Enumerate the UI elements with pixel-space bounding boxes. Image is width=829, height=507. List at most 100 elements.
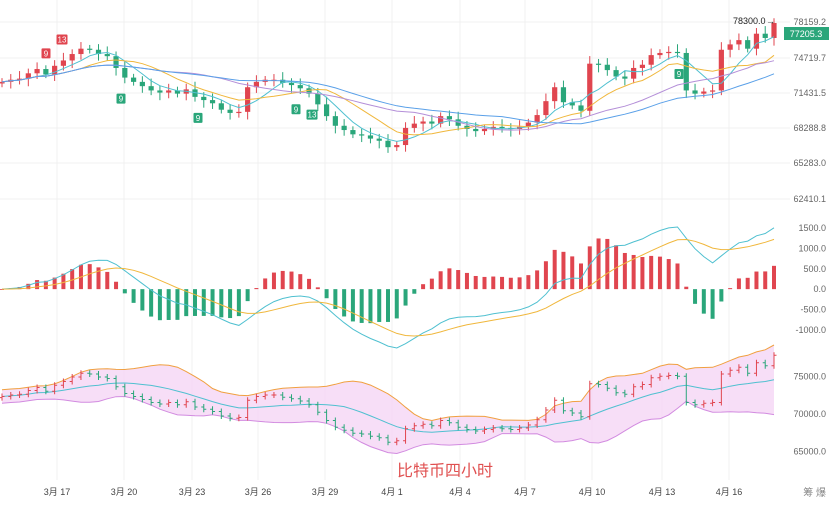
ma-line-medium bbox=[1, 54, 775, 136]
macd-histogram-bar bbox=[473, 275, 478, 290]
candle-body bbox=[560, 87, 567, 103]
candle-body bbox=[762, 33, 768, 38]
td-tag bbox=[291, 104, 301, 115]
macd-histogram-bar bbox=[552, 249, 557, 290]
macd-histogram-bar bbox=[131, 289, 136, 303]
candle-body bbox=[104, 54, 110, 57]
candle-body bbox=[631, 67, 637, 79]
candle-body bbox=[253, 81, 260, 88]
candle-body bbox=[420, 121, 426, 124]
candle-body bbox=[745, 40, 751, 49]
candle-body bbox=[359, 134, 365, 136]
macd-histogram-bar bbox=[491, 276, 496, 290]
macd-histogram-bar bbox=[693, 289, 698, 304]
y-tick-label: 0.0 bbox=[813, 284, 826, 294]
candle-body bbox=[595, 63, 602, 65]
macd-histogram-bar bbox=[412, 289, 417, 294]
candle-body bbox=[534, 115, 540, 123]
candle-body bbox=[718, 49, 724, 91]
macd-histogram-bar bbox=[736, 278, 741, 290]
macd-histogram-bar bbox=[52, 277, 57, 290]
macd-histogram-bar bbox=[579, 263, 583, 290]
candle-body bbox=[209, 100, 216, 104]
x-tick-label: 3月 29 bbox=[312, 487, 339, 497]
bollinger-upper-line bbox=[1, 344, 775, 422]
candle-body bbox=[376, 138, 382, 141]
x-tick-label: 4月 7 bbox=[514, 487, 536, 497]
candle-body bbox=[473, 128, 479, 132]
y-tick-label: 78159.2 bbox=[793, 17, 826, 27]
last-price-background bbox=[784, 27, 829, 40]
macd-histogram-bar bbox=[175, 289, 180, 320]
ma-line-longest bbox=[1, 64, 775, 125]
y-tick-label: 74719.7 bbox=[793, 53, 826, 63]
macd-histogram-bar bbox=[35, 280, 40, 290]
candle-body bbox=[402, 127, 409, 146]
macd-histogram-bar bbox=[236, 289, 241, 317]
macd-histogram-bar bbox=[675, 263, 680, 290]
macd-histogram-bar bbox=[140, 289, 145, 311]
macd-histogram-bar bbox=[271, 272, 276, 290]
candle-body bbox=[736, 40, 742, 45]
candle-body bbox=[446, 116, 453, 120]
candle-body bbox=[394, 145, 400, 148]
macd-histogram-bar bbox=[368, 289, 373, 324]
candle-body bbox=[236, 111, 242, 114]
td-tag-label: 13 bbox=[308, 111, 317, 120]
candle-body bbox=[464, 125, 470, 129]
candle-body bbox=[525, 122, 531, 127]
macd-histogram-bar bbox=[254, 288, 259, 290]
macd-histogram-bar bbox=[570, 256, 575, 290]
macd-histogram-bar bbox=[763, 271, 768, 290]
macd-histogram-bar bbox=[728, 288, 733, 290]
y-tick-label: 70000.0 bbox=[793, 409, 826, 419]
candle-body bbox=[95, 49, 102, 55]
macd-histogram-bar bbox=[105, 271, 110, 290]
candle-body bbox=[288, 82, 295, 86]
macd-histogram-bar bbox=[122, 289, 127, 294]
candle-body bbox=[192, 89, 198, 97]
macd-histogram-bar bbox=[210, 289, 215, 316]
candle-body bbox=[139, 81, 145, 87]
candle-body bbox=[218, 103, 224, 110]
x-tick-label: 3月 23 bbox=[179, 487, 206, 497]
candle-body bbox=[709, 90, 716, 92]
macd-histogram-bar bbox=[359, 289, 364, 323]
candle-body bbox=[78, 48, 84, 55]
y-tick-label: -500.0 bbox=[800, 304, 826, 314]
macd-histogram-bar bbox=[421, 284, 426, 290]
macd-histogram-bar bbox=[166, 289, 171, 320]
x-tick-label: 4月 13 bbox=[649, 487, 676, 497]
macd-histogram-bar bbox=[333, 289, 338, 309]
candle-body bbox=[69, 54, 75, 61]
candle-body bbox=[727, 44, 733, 50]
axis-labels: 3月 17 3月 20 3月 23 3月 26 3月 29 4月 1 4月 4 4月 7 4月 … bbox=[44, 17, 826, 497]
macd-histogram-bar bbox=[245, 289, 250, 302]
macd-histogram-bar bbox=[622, 252, 627, 290]
x-tick-label: 4月 4 bbox=[449, 487, 471, 497]
candle-body bbox=[683, 52, 689, 91]
macd-dif-line bbox=[1, 226, 775, 349]
candle-body bbox=[87, 48, 93, 50]
candle-body bbox=[604, 64, 610, 71]
td-tag bbox=[116, 93, 126, 104]
y-tick-label: -1000.0 bbox=[795, 325, 826, 335]
candle-body bbox=[34, 69, 40, 74]
macd-histogram-bar bbox=[157, 289, 162, 321]
candle-body bbox=[0, 81, 5, 84]
macd-histogram-bar bbox=[114, 281, 119, 290]
y-tick-label: 68288.8 bbox=[793, 123, 826, 133]
last-price-badge: 77205.3 bbox=[784, 27, 829, 40]
macd-histogram-bar bbox=[482, 276, 487, 290]
x-tick-label: 3月 17 bbox=[44, 487, 71, 497]
td-tag bbox=[193, 112, 203, 123]
candle-body bbox=[174, 90, 181, 94]
ma-line-short bbox=[1, 36, 775, 142]
x-tick-label: 4月 16 bbox=[716, 487, 743, 497]
candle-body bbox=[332, 116, 338, 126]
candle-body bbox=[16, 78, 23, 80]
x-tick-label: 3月 20 bbox=[111, 487, 138, 497]
td-tag-label: 13 bbox=[58, 35, 67, 44]
